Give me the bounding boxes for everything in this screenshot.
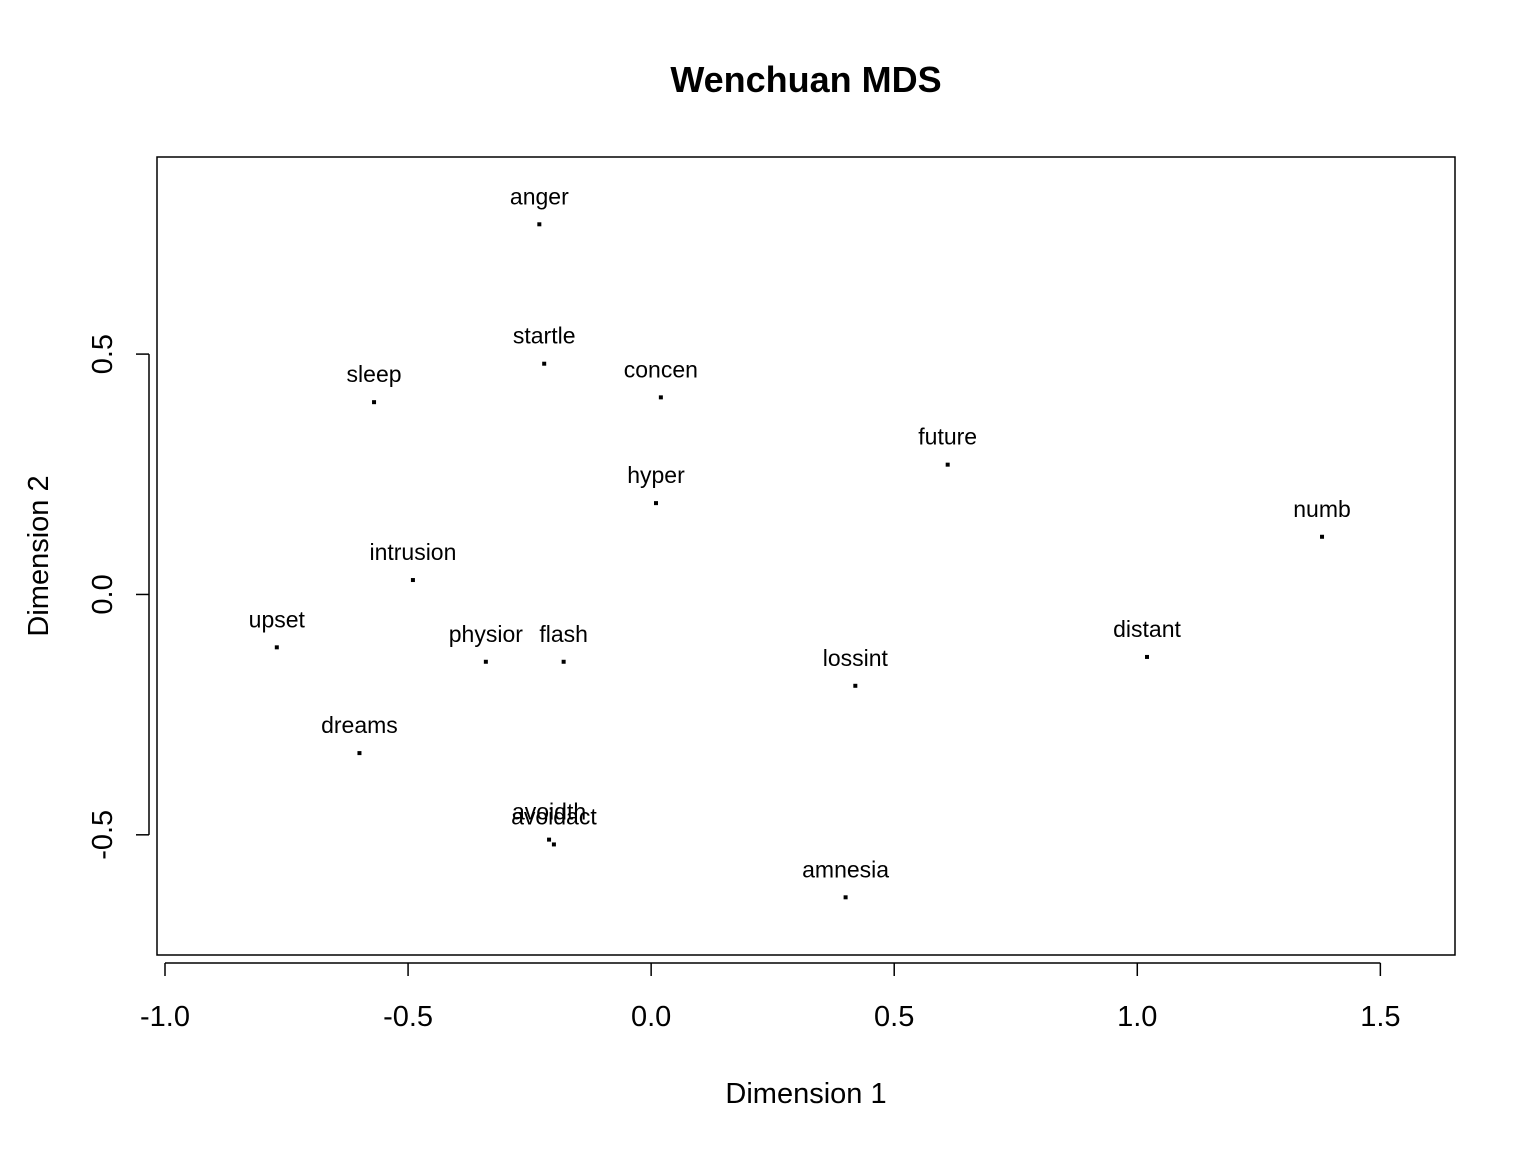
x-tick-label: -0.5 — [383, 1001, 433, 1033]
point-label-lossint: lossint — [823, 645, 889, 671]
x-tick-label: 0.5 — [874, 1001, 914, 1033]
point-label-sleep: sleep — [347, 361, 402, 387]
x-axis-label: Dimension 1 — [725, 1078, 886, 1110]
point-anger — [537, 222, 542, 227]
point-lossint — [853, 683, 858, 688]
x-tick-label: 0.0 — [631, 1001, 671, 1033]
point-hyper — [654, 501, 659, 506]
point-label-hyper: hyper — [627, 462, 685, 488]
point-numb — [1320, 534, 1325, 539]
point-label-distant: distant — [1113, 616, 1181, 642]
point-concen — [658, 395, 663, 400]
point-label-dreams: dreams — [321, 712, 398, 738]
point-label-avoidact: avoidact — [511, 803, 597, 829]
y-tick-label: 0.5 — [87, 334, 119, 374]
point-label-anger: anger — [510, 183, 569, 209]
point-label-startle: startle — [513, 323, 576, 349]
point-avoidth — [547, 837, 552, 842]
point-startle — [542, 361, 547, 366]
x-tick-label: 1.5 — [1360, 1001, 1400, 1033]
point-label-intrusion: intrusion — [369, 539, 456, 565]
x-tick-label: 1.0 — [1117, 1001, 1157, 1033]
point-label-numb: numb — [1293, 496, 1351, 522]
point-future — [945, 462, 950, 467]
plot-frame — [156, 156, 1456, 956]
point-dreams — [357, 751, 362, 756]
point-upset — [274, 645, 279, 650]
point-label-flash: flash — [539, 621, 588, 647]
data-points: anger startle concen sleep future hyper numb in… — [249, 183, 1351, 900]
y-tick-label: -0.5 — [87, 810, 119, 860]
point-flash — [561, 659, 566, 664]
point-label-avoidth: avoidth — [512, 799, 586, 825]
point-label-concen: concen — [624, 356, 698, 382]
point-distant — [1145, 654, 1150, 659]
x-axis: -1.0 -0.5 0.0 0.5 1.0 1.5 — [140, 962, 1401, 1033]
point-physior — [483, 659, 488, 664]
point-amnesia — [843, 895, 848, 900]
y-axis: -0.5 0.0 0.5 — [87, 334, 150, 860]
y-tick-label: 0.0 — [87, 574, 119, 614]
point-label-physior: physior — [449, 621, 523, 647]
point-intrusion — [410, 578, 415, 583]
y-axis-label: Dimension 2 — [23, 475, 55, 636]
point-avoidact — [551, 842, 556, 847]
point-label-amnesia: amnesia — [802, 856, 889, 882]
chart-title: Wenchuan MDS — [670, 59, 941, 100]
point-label-future: future — [918, 424, 977, 450]
point-sleep — [372, 400, 377, 405]
x-tick-label: -1.0 — [140, 1001, 190, 1033]
point-label-upset: upset — [249, 606, 306, 632]
